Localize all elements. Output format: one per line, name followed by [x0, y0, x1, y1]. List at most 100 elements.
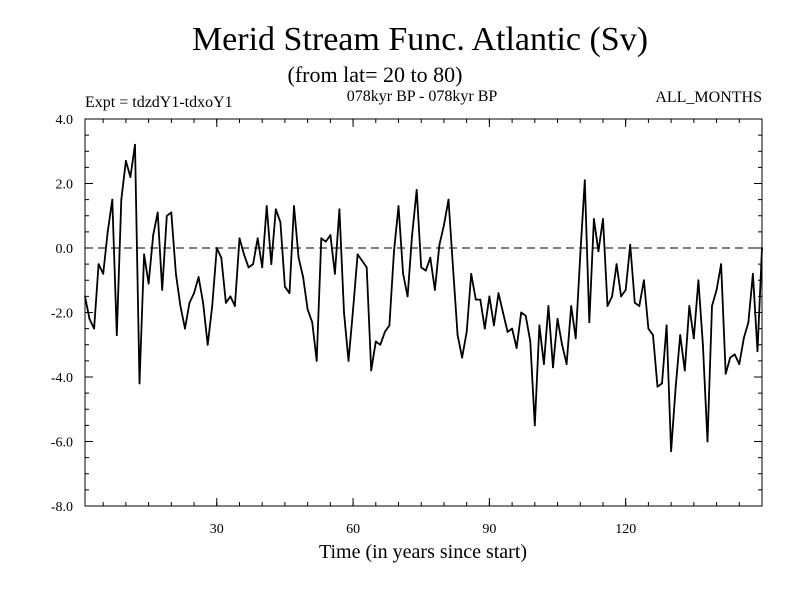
data-point: [102, 272, 105, 275]
data-point: [683, 369, 686, 372]
data-point: [302, 276, 304, 278]
data-point: [561, 343, 563, 346]
data-point: [456, 334, 459, 336]
data-point: [288, 292, 291, 295]
data-point: [443, 224, 445, 227]
data-point: [515, 347, 518, 349]
data-point: [752, 272, 754, 275]
data-point: [656, 385, 659, 388]
data-point: [147, 282, 150, 285]
data-point: [143, 253, 145, 256]
data-point: [347, 359, 350, 362]
data-point: [383, 330, 386, 333]
data-point: [333, 272, 336, 275]
data-point: [624, 289, 627, 291]
data-point: [202, 301, 205, 304]
data-point: [738, 363, 741, 365]
data-point: [511, 327, 514, 330]
chart-title: Merid Stream Func. Atlantic (Sv): [192, 21, 648, 58]
data-point: [692, 337, 695, 340]
data-point: [438, 243, 441, 246]
data-point: [606, 305, 609, 307]
data-point: [415, 189, 418, 191]
data-point: [574, 337, 577, 340]
data-point: [306, 308, 309, 311]
data-point: [620, 295, 623, 298]
data-point: [461, 356, 464, 359]
x-tick-label: 60: [346, 522, 360, 537]
data-point: [193, 292, 195, 295]
data-point: [756, 350, 759, 353]
data-point: [356, 253, 359, 256]
data-point: [447, 198, 450, 201]
data-point: [479, 298, 482, 301]
data-point: [715, 289, 718, 291]
data-point: [243, 253, 245, 256]
data-point: [265, 205, 268, 207]
data-point: [211, 305, 214, 307]
plot-frame: [84, 118, 763, 507]
data-point: [565, 363, 568, 365]
data-point: [688, 305, 691, 307]
data-point: [129, 176, 132, 178]
data-point: [452, 266, 454, 269]
data-point: [633, 301, 636, 304]
data-point: [165, 214, 168, 217]
months-label: ALL_MONTHS: [655, 89, 762, 106]
data-point: [97, 263, 100, 266]
data-point: [638, 305, 641, 307]
data-points: [84, 143, 763, 453]
data-point: [215, 247, 218, 249]
y-tick-labels: 4.0 2.0 0.0 -2.0 -4.0 -6.0 -8.0: [51, 113, 73, 515]
data-point: [229, 295, 232, 298]
data-point: [406, 295, 409, 298]
data-point: [647, 327, 650, 330]
data-point: [361, 260, 364, 262]
data-point: [152, 234, 155, 237]
data-point: [529, 340, 532, 343]
data-point: [161, 289, 164, 291]
data-point: [433, 289, 436, 291]
data-point: [138, 382, 141, 385]
data-point: [329, 234, 332, 237]
data-point: [188, 301, 191, 304]
data-point: [470, 272, 473, 275]
data-point: [674, 385, 677, 388]
data-point: [497, 292, 500, 295]
data-point: [370, 369, 373, 372]
data-point: [615, 263, 618, 266]
data-point: [179, 305, 182, 307]
x-axis-label: Time (in years since start): [319, 541, 527, 563]
data-point: [570, 305, 573, 307]
data-point: [488, 295, 491, 298]
data-point: [311, 321, 314, 324]
data-point: [261, 266, 264, 269]
data-point: [670, 450, 673, 453]
data-point: [297, 256, 300, 259]
expt-label: Expt = tdzdY1-tdxoY1: [85, 94, 233, 111]
data-point: [315, 359, 318, 362]
data-point: [547, 305, 550, 307]
data-point: [552, 366, 554, 369]
data-point: [538, 324, 541, 327]
data-point: [733, 353, 736, 356]
data-point: [465, 330, 468, 333]
data-point: [111, 198, 114, 201]
data-point: [661, 382, 663, 385]
data-point: [365, 266, 368, 269]
data-point: [747, 321, 750, 324]
data-point: [88, 318, 91, 320]
major-ticks: [85, 118, 762, 507]
data-point: [206, 343, 209, 346]
data-point: [324, 240, 327, 243]
data-point: [224, 301, 227, 304]
data-point: [533, 424, 536, 427]
data-point: [174, 272, 177, 275]
series-line: [84, 143, 763, 453]
y-tick-label: 0.0: [56, 242, 74, 257]
data-point: [697, 279, 700, 282]
data-point: [742, 337, 745, 340]
data-point: [702, 343, 704, 346]
data-point: [106, 230, 109, 233]
